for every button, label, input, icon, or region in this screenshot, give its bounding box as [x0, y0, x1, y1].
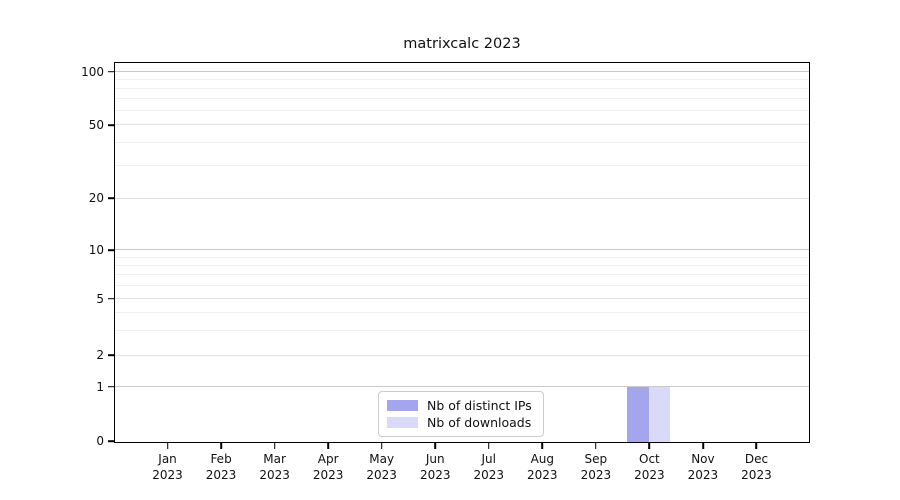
gridline-major	[115, 386, 809, 388]
x-tick-month: Dec	[744, 452, 769, 466]
x-tick-label: Apr 2023	[288, 451, 368, 483]
x-tick-year: 2023	[259, 468, 290, 482]
gridline-minor	[115, 256, 809, 258]
x-tick-month: Aug	[530, 452, 555, 466]
y-tick-label: 50	[88, 118, 104, 133]
x-tick-label: Oct 2023	[609, 451, 689, 483]
gridline-minor	[115, 88, 809, 90]
x-tick-mark	[380, 443, 383, 449]
x-tick-month: Apr	[317, 452, 339, 466]
y-tick-label: 20	[88, 191, 104, 206]
x-tick-year: 2023	[687, 468, 719, 482]
gridline-major	[115, 354, 809, 356]
x-tick-label: Aug 2023	[502, 451, 582, 483]
x-tick-label: Nov 2023	[663, 451, 743, 483]
gridline-major	[115, 297, 809, 299]
x-tick-year: 2023	[580, 468, 612, 482]
x-tick-mark	[755, 443, 758, 449]
gridline-major	[115, 249, 809, 251]
y-tick-mark	[108, 386, 114, 388]
x-tick-year: 2023	[741, 468, 772, 482]
x-tick-mark	[220, 443, 222, 449]
x-tick-month: Jul	[481, 452, 496, 466]
x-tick-year: 2023	[312, 468, 344, 482]
legend-item-label: Nb of distinct IPs	[427, 398, 532, 413]
gridline-minor	[115, 98, 809, 100]
plot-area	[114, 62, 810, 443]
bar-nb-of-downloads	[648, 387, 671, 442]
y-tick-label: 10	[88, 243, 104, 257]
legend: Nb of distinct IPs Nb of downloads	[378, 391, 544, 437]
y-tick-mark	[108, 70, 114, 73]
x-tick-mark	[702, 443, 704, 449]
gridline-minor	[115, 329, 809, 331]
legend-swatch	[387, 417, 418, 428]
x-tick-year: 2023	[473, 468, 505, 482]
x-tick-month: Jun	[425, 452, 445, 466]
x-tick-year: 2023	[419, 468, 451, 482]
x-tick-mark	[595, 443, 597, 449]
x-tick-month: Oct	[639, 452, 660, 466]
x-tick-label: Dec 2023	[716, 451, 796, 483]
x-tick-year: 2023	[527, 468, 558, 482]
x-tick-label: Jun 2023	[395, 451, 475, 483]
x-tick-label: Jan 2023	[128, 451, 208, 483]
x-tick-year: 2023	[366, 468, 397, 482]
y-tick-mark	[108, 354, 114, 356]
legend-item-label: Nb of downloads	[427, 415, 532, 430]
x-tick-month: May	[369, 452, 395, 466]
x-tick-mark	[434, 443, 437, 449]
x-tick-label: Mar 2023	[235, 451, 315, 483]
x-tick-mark	[273, 443, 276, 449]
legend-swatch	[387, 400, 418, 411]
x-tick-year: 2023	[205, 468, 237, 482]
gridline-minor	[115, 79, 809, 81]
y-tick-label: 0	[96, 434, 104, 449]
x-tick-month: Sep	[584, 452, 608, 466]
gridline-minor	[115, 274, 809, 276]
chart-title: matrixcalc 2023	[403, 36, 521, 52]
gridline-minor	[115, 265, 809, 267]
x-tick-mark	[327, 443, 329, 449]
y-tick-mark	[108, 124, 114, 126]
x-tick-month: Nov	[691, 452, 715, 466]
x-tick-label: Sep 2023	[556, 451, 636, 483]
gridline-major	[115, 70, 809, 72]
x-tick-year: 2023	[152, 468, 183, 482]
y-tick-label: 5	[96, 291, 104, 306]
legend-item: Nb of distinct IPs	[387, 398, 534, 413]
x-tick-month: Feb	[210, 452, 232, 466]
x-tick-month: Mar	[263, 452, 286, 466]
y-tick-mark	[108, 249, 114, 251]
gridline-minor	[115, 285, 809, 287]
y-tick-label: 2	[96, 348, 104, 363]
y-tick-mark	[108, 197, 114, 200]
gridline-major	[115, 197, 809, 199]
legend-item: Nb of downloads	[387, 415, 534, 430]
x-tick-mark	[487, 443, 490, 449]
x-tick-mark	[166, 443, 169, 449]
x-tick-year: 2023	[634, 468, 665, 482]
x-tick-mark	[648, 443, 651, 449]
bar-nb-of-distinct-ips	[627, 387, 649, 442]
x-tick-label: Jul 2023	[449, 451, 529, 483]
gridline-major	[115, 124, 809, 126]
gridline-minor	[115, 311, 809, 313]
x-tick-month: Jan	[158, 452, 177, 466]
y-tick-label: 1	[96, 379, 104, 394]
y-tick-mark	[108, 297, 114, 300]
gridline-minor	[115, 165, 809, 167]
y-tick-mark	[108, 440, 114, 443]
gridline-minor	[115, 142, 809, 144]
gridline-minor	[115, 110, 809, 112]
x-tick-label: Feb 2023	[181, 451, 261, 483]
x-tick-mark	[541, 443, 544, 449]
x-tick-label: May 2023	[342, 451, 422, 483]
y-tick-label: 100	[81, 64, 104, 79]
